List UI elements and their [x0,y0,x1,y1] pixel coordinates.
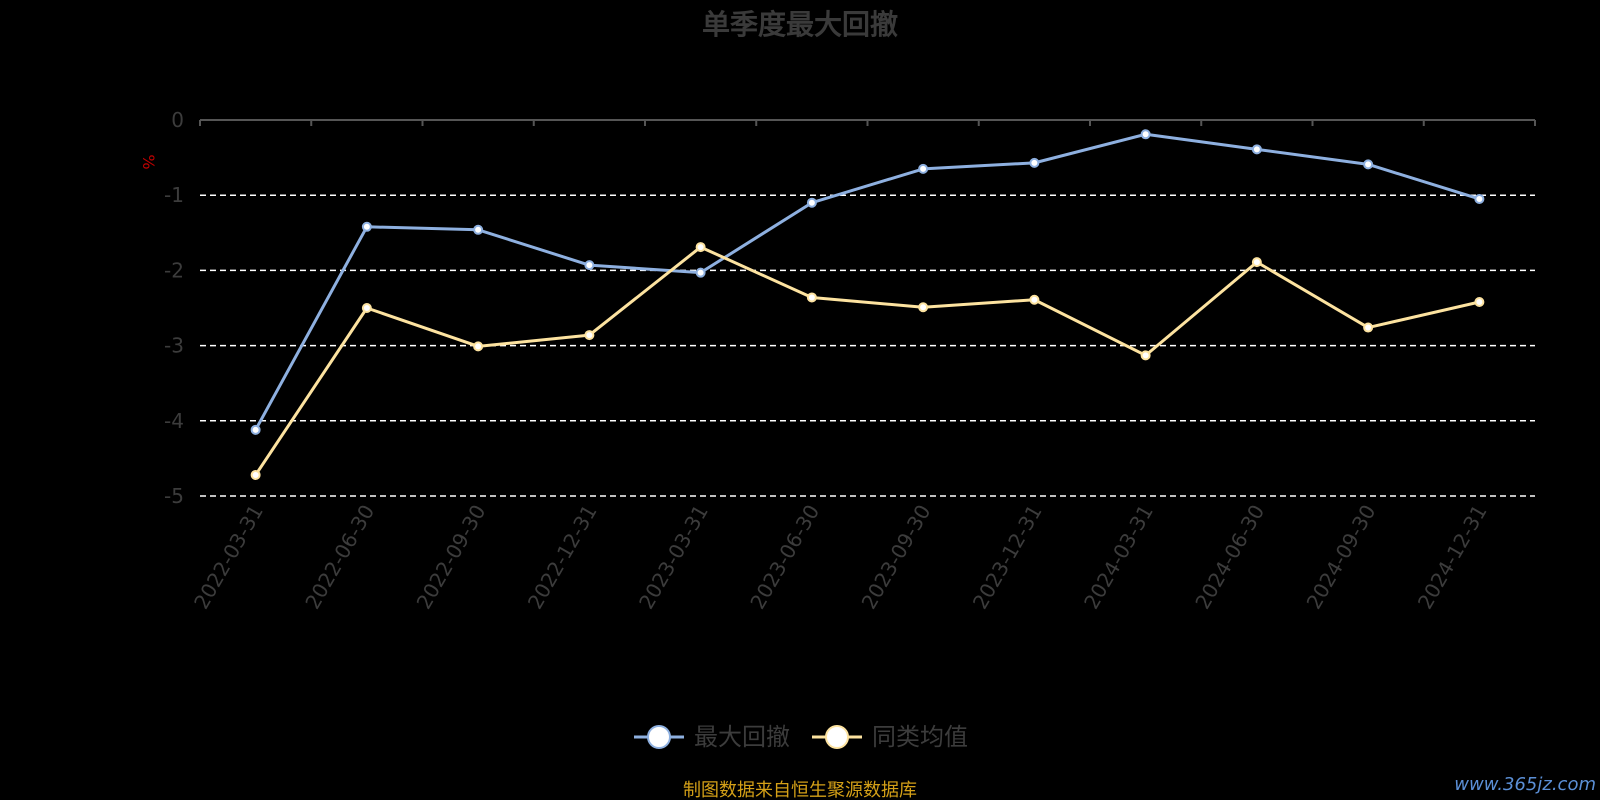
x-tick-label: 2024-09-30 [1302,501,1381,614]
data-point [1363,322,1374,333]
x-tick-labels: 2022-03-31 2022-06-30 2022-09-30 2022-12-31… [189,501,1492,614]
data-point [1251,257,1262,268]
x-tick-label: 2023-12-31 [968,501,1047,614]
data-point [1474,296,1485,307]
data-point [918,302,929,313]
x-tick-label: 2022-12-31 [523,501,602,614]
data-point [473,224,484,235]
data-point [1029,157,1040,168]
data-point [1140,129,1151,140]
x-tick-label: 2023-03-31 [634,501,713,614]
y-tick-label: -1 [164,183,184,207]
y-tick-label: -3 [164,334,184,358]
y-axis-unit: % [139,154,158,169]
series-layer [250,129,1485,480]
data-point [1474,193,1485,204]
data-point [361,221,372,232]
x-tick-label: 2024-06-30 [1190,501,1269,614]
y-tick-label: -2 [164,258,184,282]
series-line-2 [254,245,1480,476]
legend-marker-1 [647,725,671,749]
data-point [1363,159,1374,170]
x-tick-label: 2023-06-30 [745,501,824,614]
data-point [250,424,261,435]
data-point [806,197,817,208]
y-tick-label: -4 [164,409,184,433]
data-point [695,267,706,278]
grid-lines [200,194,1535,497]
axes [199,119,1536,126]
legend-label-1: 最大回撤 [694,723,790,751]
data-point [250,469,261,480]
data-point [361,303,372,313]
legend-marker-2 [825,725,849,749]
y-tick-label: 0 [171,108,184,132]
data-point [1029,294,1040,305]
legend-label-2: 同类均值 [872,723,968,751]
x-tick-label: 2022-06-30 [300,501,379,614]
x-tick-label: 2022-09-30 [412,501,491,614]
data-point [473,341,484,352]
data-point [806,292,817,303]
y-tick-label: -5 [164,484,184,508]
y-tick-labels: 0 -1 -2 -3 -4 -5 [164,108,184,508]
series-line-1 [254,132,1480,431]
legend: 最大回撤 同类均值 [634,723,968,751]
data-point [584,330,595,341]
data-point [584,260,595,271]
data-point [695,242,706,253]
x-tick-label: 2022-03-31 [189,501,268,614]
chart-title: 单季度最大回撤 [702,8,898,41]
x-tick-label: 2024-12-31 [1413,501,1492,614]
data-point [1251,144,1262,155]
x-tick-label: 2024-03-31 [1079,501,1158,614]
data-point [1140,350,1151,361]
data-source-note: 制图数据来自恒生聚源数据库 [683,780,917,800]
data-point [918,163,929,174]
x-tick-label: 2023-09-30 [857,501,936,614]
watermark-logo: www.365jz.com [1454,774,1596,795]
